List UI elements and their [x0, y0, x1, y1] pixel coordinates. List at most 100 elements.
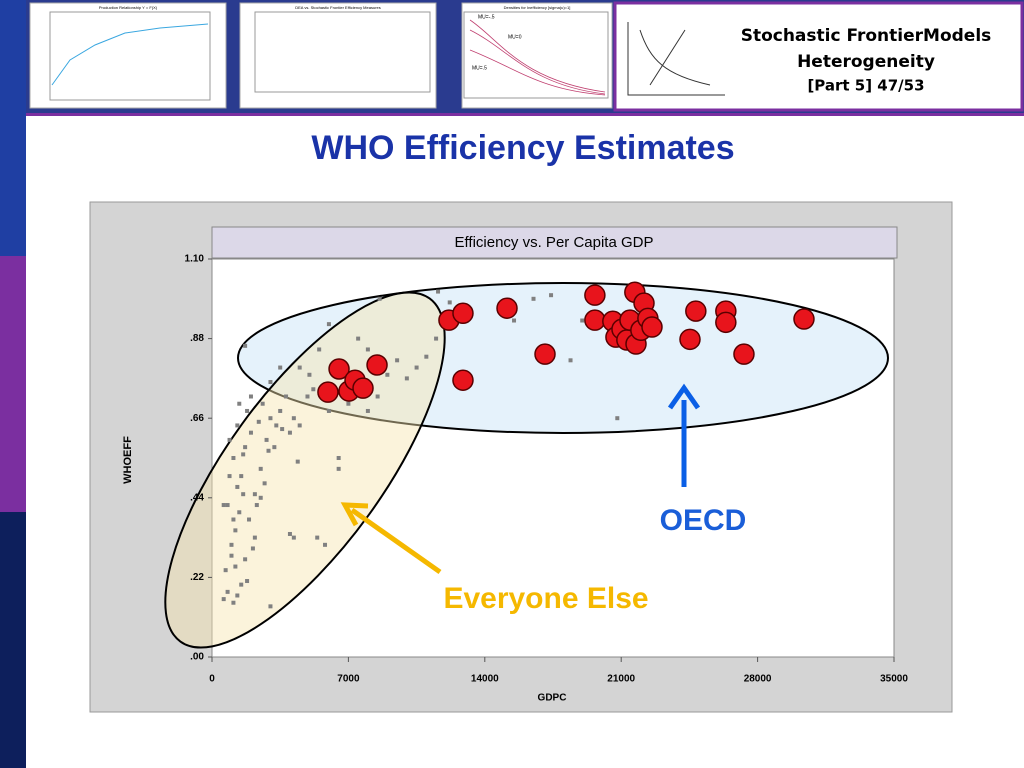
point — [295, 459, 300, 464]
point — [223, 568, 228, 573]
point — [434, 336, 439, 341]
point — [278, 365, 283, 370]
point — [241, 452, 246, 457]
thumbnail-frame — [463, 11, 609, 99]
side-bar-purple — [0, 256, 26, 512]
point — [248, 394, 253, 399]
point — [235, 484, 240, 489]
point — [239, 582, 244, 587]
x-tick-label: 21000 — [607, 674, 635, 685]
point — [243, 343, 248, 348]
point — [262, 481, 267, 486]
point — [297, 423, 302, 428]
point — [227, 474, 232, 479]
thumbnails: Production Relationship Y = F(X) DEA vs.… — [29, 2, 613, 109]
point — [436, 289, 441, 294]
point — [326, 322, 331, 327]
x-tick-label: 0 — [209, 674, 215, 685]
point — [375, 394, 380, 399]
point — [241, 492, 246, 497]
y-tick-label: .88 — [190, 333, 204, 344]
point — [377, 296, 382, 301]
point — [266, 448, 271, 453]
annotation: OECD — [660, 504, 747, 537]
point — [793, 308, 815, 330]
point — [225, 589, 230, 594]
x-tick-label: 28000 — [744, 674, 772, 685]
thumbnail-frame — [49, 11, 211, 101]
point — [452, 302, 474, 325]
y-tick-label: .00 — [190, 652, 204, 663]
thumbnail-label: MU=-.5 — [478, 14, 495, 20]
point — [260, 401, 265, 406]
point — [297, 365, 302, 370]
point — [336, 466, 341, 471]
y-tick-label: .22 — [190, 572, 204, 583]
point — [452, 369, 474, 391]
point — [237, 401, 242, 406]
thumbnail — [461, 2, 613, 109]
point — [233, 564, 238, 569]
point — [264, 437, 269, 442]
side-bar-blue — [0, 0, 26, 256]
point — [247, 517, 252, 522]
top-rule — [26, 113, 1024, 116]
point — [274, 423, 279, 428]
point — [356, 336, 361, 341]
point — [225, 503, 230, 508]
point — [278, 408, 283, 413]
x-tick-label: 7000 — [337, 674, 360, 685]
thumbnail-label: MU=0 — [508, 34, 522, 40]
other-arrow — [350, 507, 442, 575]
point — [280, 427, 285, 432]
point — [221, 597, 226, 602]
point — [447, 300, 452, 305]
point — [248, 430, 253, 435]
point — [584, 284, 606, 306]
point — [365, 408, 370, 413]
point — [615, 416, 620, 421]
point — [534, 343, 556, 365]
thumbnail — [239, 2, 437, 109]
point — [328, 358, 350, 380]
thumbnail — [29, 2, 227, 109]
thumbnail-label: MU=.5 — [472, 65, 487, 71]
point — [365, 347, 370, 352]
header-line: [Part 5] 47/53 — [807, 77, 924, 95]
chart-title: Efficiency vs. Per Capita GDP — [455, 234, 654, 251]
oecd-arrow-head — [667, 383, 701, 410]
other-arrow-head — [340, 502, 369, 527]
point — [352, 377, 374, 399]
point — [307, 372, 312, 377]
point — [272, 445, 277, 450]
point — [239, 474, 244, 479]
point — [496, 297, 518, 319]
point — [287, 430, 292, 435]
point — [227, 437, 232, 442]
point — [245, 579, 250, 584]
point — [395, 358, 400, 363]
point — [568, 358, 573, 363]
point — [336, 456, 341, 460]
point — [291, 535, 296, 540]
chart-title-box — [211, 226, 898, 259]
marks — [221, 281, 815, 609]
point — [243, 557, 248, 562]
point — [531, 296, 536, 301]
point — [311, 387, 316, 392]
header-line: Heterogeneity — [797, 52, 935, 72]
annotation: Everyone Else — [443, 582, 648, 615]
thumbnail-title: Densities for Inefficiency [sigma(u)=1] — [504, 5, 571, 10]
point — [291, 416, 296, 421]
point — [424, 354, 429, 359]
thumbnail-curves — [469, 19, 606, 96]
y-tick-label: 1.10 — [185, 254, 205, 265]
point — [641, 316, 663, 338]
thumbnail-title: DEA vs. Stochastic Frontier Efficiency M… — [295, 5, 381, 10]
header-box — [613, 1, 1024, 112]
point — [315, 535, 320, 540]
point — [268, 416, 273, 421]
point — [231, 600, 236, 605]
point — [221, 503, 226, 508]
point — [231, 517, 236, 522]
